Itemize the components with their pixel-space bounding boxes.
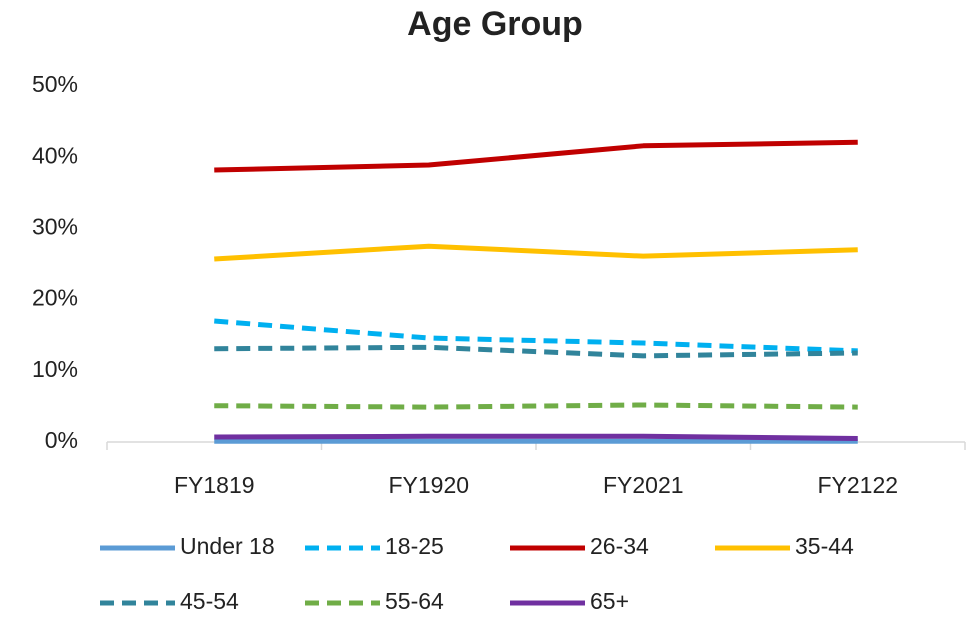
y-tick-label: 0% — [45, 427, 78, 453]
legend-label: 65+ — [590, 588, 629, 614]
series-line — [214, 243, 858, 262]
legend-label: Under 18 — [180, 533, 275, 559]
y-tick-label: 10% — [32, 356, 78, 382]
y-tick-label: 30% — [32, 213, 78, 239]
series-line — [214, 318, 858, 354]
legend-label: 35-44 — [795, 533, 854, 559]
x-tick-label: FY1920 — [388, 472, 469, 498]
legend-label: 45-54 — [180, 588, 239, 614]
series-line — [214, 402, 858, 410]
y-tick-label: 50% — [32, 71, 78, 97]
y-tick-label: 20% — [32, 285, 78, 311]
legend-label: 18-25 — [385, 533, 444, 559]
series-line — [214, 139, 858, 173]
series-line — [214, 344, 858, 359]
x-tick-label: FY2122 — [817, 472, 898, 498]
x-tick-label: FY1819 — [174, 472, 255, 498]
x-tick-label: FY2021 — [603, 472, 684, 498]
y-tick-label: 40% — [32, 142, 78, 168]
chart-title: Age Group — [407, 5, 583, 43]
series-line — [214, 433, 858, 441]
legend-label: 26-34 — [590, 533, 649, 559]
legend-label: 55-64 — [385, 588, 444, 614]
